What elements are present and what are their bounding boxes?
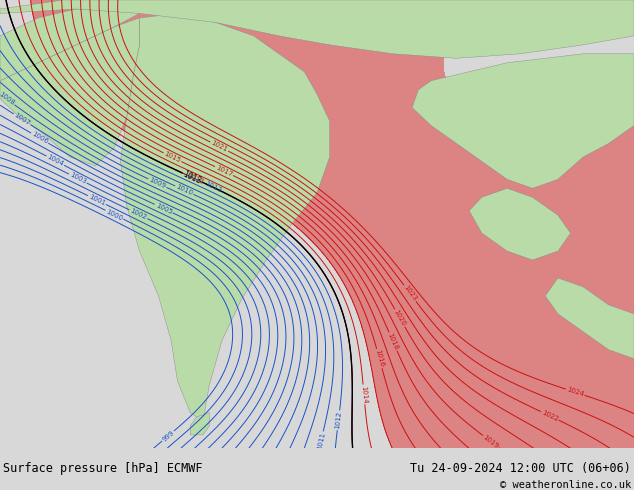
Text: 1020: 1020	[393, 309, 407, 327]
Polygon shape	[469, 188, 571, 260]
Text: 1005: 1005	[154, 202, 173, 215]
Text: 1016: 1016	[374, 349, 385, 368]
Text: 1006: 1006	[30, 131, 49, 145]
Text: 1012: 1012	[335, 411, 342, 430]
Text: 1023: 1023	[402, 284, 418, 302]
Text: 1008: 1008	[0, 91, 15, 107]
Text: 1004: 1004	[46, 154, 65, 168]
Text: 1024: 1024	[566, 387, 585, 398]
Text: 1019: 1019	[482, 434, 500, 449]
Polygon shape	[545, 278, 634, 359]
Text: 1021: 1021	[210, 140, 229, 153]
Text: 1013: 1013	[186, 172, 205, 186]
Polygon shape	[190, 413, 209, 435]
Text: 1001: 1001	[87, 194, 107, 207]
Text: 1014: 1014	[360, 385, 368, 404]
Text: Tu 24-09-2024 12:00 UTC (06+06): Tu 24-09-2024 12:00 UTC (06+06)	[410, 463, 631, 475]
Text: 1010: 1010	[175, 184, 194, 196]
Text: 1018: 1018	[387, 332, 399, 351]
Polygon shape	[412, 54, 634, 188]
Text: 1003: 1003	[68, 172, 87, 185]
Text: 1022: 1022	[540, 409, 559, 422]
Polygon shape	[0, 9, 139, 81]
Text: 1013: 1013	[181, 170, 203, 186]
Text: 1011: 1011	[316, 432, 326, 451]
Text: 1000: 1000	[105, 208, 124, 221]
Text: Surface pressure [hPa] ECMWF: Surface pressure [hPa] ECMWF	[3, 463, 203, 475]
Text: 1013: 1013	[204, 181, 223, 194]
Text: 1015: 1015	[163, 151, 182, 164]
Polygon shape	[0, 0, 634, 58]
Text: 999: 999	[161, 429, 175, 442]
Text: 1017: 1017	[215, 164, 233, 178]
Polygon shape	[120, 13, 330, 421]
Text: 1009: 1009	[148, 177, 167, 190]
Text: 1002: 1002	[129, 208, 148, 221]
Polygon shape	[0, 18, 139, 166]
Text: © weatheronline.co.uk: © weatheronline.co.uk	[500, 480, 631, 490]
Text: 1007: 1007	[13, 112, 32, 127]
